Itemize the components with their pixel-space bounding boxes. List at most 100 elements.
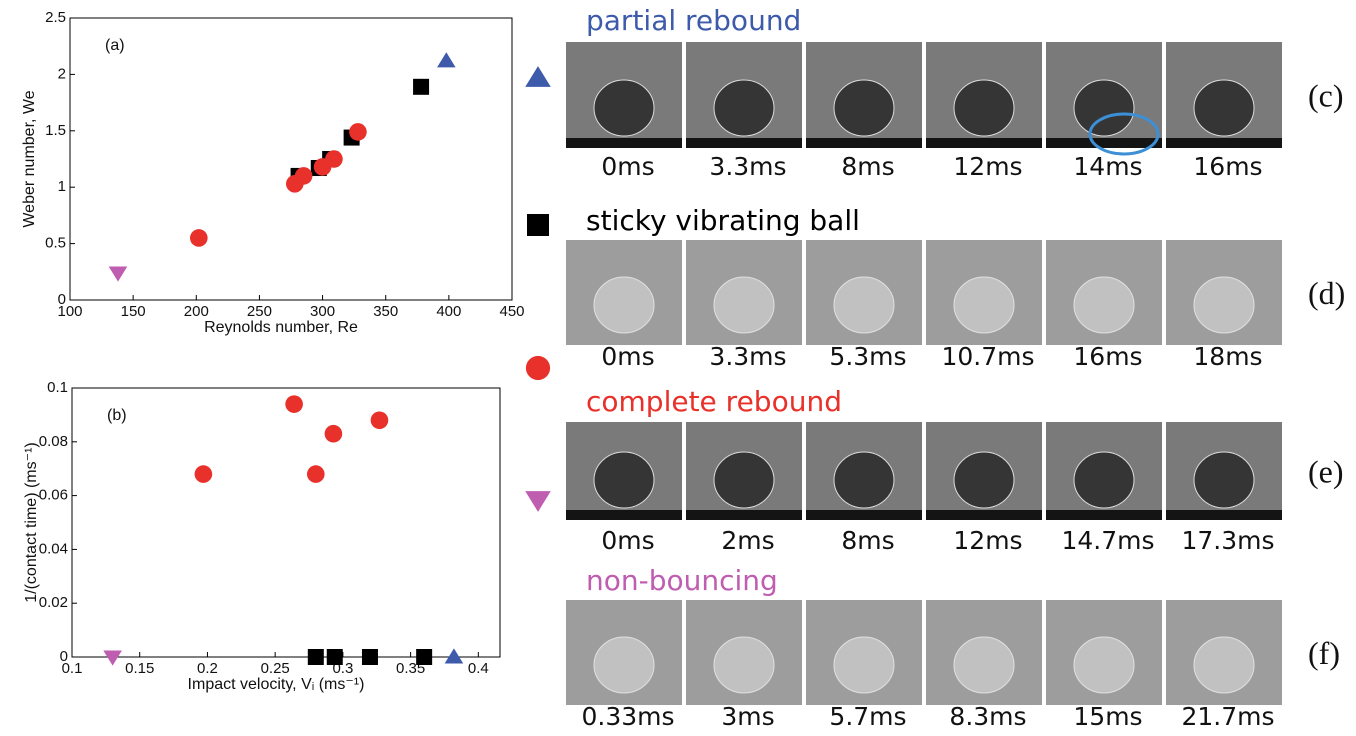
droplet xyxy=(1193,276,1255,334)
x-tick-label: 200 xyxy=(184,303,209,320)
point xyxy=(361,649,378,665)
panel-label: (b) xyxy=(107,407,127,424)
droplet xyxy=(1073,79,1135,137)
image-floor xyxy=(926,138,1042,148)
droplet xyxy=(953,276,1015,334)
x-tick-label: 0.25 xyxy=(261,660,290,677)
row-title: non-bouncing xyxy=(586,564,778,597)
time-label: 8.3ms xyxy=(949,702,1026,731)
image-floor xyxy=(1166,138,1282,148)
point xyxy=(416,649,433,665)
image-floor xyxy=(806,138,922,148)
x-tick-label: 0.4 xyxy=(468,660,489,677)
y-axis-label: 1/(contact time) (ms⁻¹) xyxy=(23,442,40,602)
y-tick-label: 0 xyxy=(58,291,66,308)
droplet xyxy=(833,451,895,509)
droplet xyxy=(713,636,775,694)
time-label: 8ms xyxy=(841,526,894,555)
x-tick-label: 250 xyxy=(247,303,272,320)
panel-letter: (c) xyxy=(1308,77,1344,113)
y-tick-label: 1.5 xyxy=(45,122,66,139)
plot-frame xyxy=(71,387,501,658)
droplet xyxy=(953,79,1015,137)
point xyxy=(413,78,430,95)
panel-label: (a) xyxy=(105,37,125,54)
x-tick-label: 0.2 xyxy=(197,660,218,677)
image-floor xyxy=(926,510,1042,520)
highlight-circle xyxy=(1088,112,1160,156)
droplet xyxy=(833,276,895,334)
x-tick-label: 150 xyxy=(121,303,146,320)
droplet xyxy=(713,451,775,509)
time-label: 12ms xyxy=(953,152,1022,181)
droplet xyxy=(713,276,775,334)
point xyxy=(103,650,122,666)
image-floor xyxy=(1166,510,1282,520)
x-tick-label: 0.1 xyxy=(62,660,83,677)
time-label: 0ms xyxy=(601,342,654,371)
droplet xyxy=(593,451,655,509)
plot-frame xyxy=(69,17,513,301)
y-tick-label: 0.04 xyxy=(39,540,68,557)
time-label: 21.7ms xyxy=(1181,702,1274,731)
row-title: complete rebound xyxy=(586,385,842,418)
y-tick-label: 0.08 xyxy=(39,433,68,450)
time-label: 17.3ms xyxy=(1181,526,1274,555)
point xyxy=(108,266,128,282)
droplet xyxy=(593,79,655,137)
image-floor xyxy=(686,138,802,148)
time-label: 14.7ms xyxy=(1061,526,1154,555)
droplet xyxy=(953,451,1015,509)
image-floor xyxy=(806,510,922,520)
panel-letter: (f) xyxy=(1308,635,1340,671)
x-axis-label: Impact velocity, Vᵢ (ms⁻¹) xyxy=(188,676,365,693)
droplet xyxy=(1193,79,1255,137)
time-label: 14ms xyxy=(1073,152,1142,181)
row-title: partial rebound xyxy=(586,4,801,37)
x-tick-label: 450 xyxy=(499,303,524,320)
y-tick-label: 1 xyxy=(58,178,66,195)
x-tick-label: 0.15 xyxy=(125,660,154,677)
x-tick-label: 100 xyxy=(57,303,82,320)
time-label: 8ms xyxy=(841,152,894,181)
time-label: 3ms xyxy=(721,702,774,731)
point xyxy=(326,649,343,665)
point xyxy=(306,465,325,483)
time-label: 10.7ms xyxy=(941,342,1034,371)
time-label: 2ms xyxy=(721,526,774,555)
y-tick-label: 0 xyxy=(60,648,68,665)
row-title: sticky vibrating ball xyxy=(586,204,860,237)
x-axis-label: Reynolds number, Re xyxy=(204,319,358,336)
image-floor xyxy=(566,510,682,520)
droplet xyxy=(1193,636,1255,694)
droplet xyxy=(1073,451,1135,509)
droplet xyxy=(713,79,775,137)
time-label: 0ms xyxy=(601,152,654,181)
point xyxy=(444,648,464,664)
time-label: 5.3ms xyxy=(829,342,906,371)
y-tick-label: 2.5 xyxy=(45,9,66,26)
point xyxy=(294,167,313,185)
time-label: 3.3ms xyxy=(709,342,786,371)
time-label: 0ms xyxy=(601,526,654,555)
droplet xyxy=(1073,636,1135,694)
y-tick-label: 0.06 xyxy=(39,487,68,504)
legend-marker xyxy=(525,491,551,512)
point xyxy=(194,465,213,483)
image-floor xyxy=(566,138,682,148)
droplet xyxy=(593,276,655,334)
point xyxy=(190,229,208,247)
droplet xyxy=(1193,451,1255,509)
droplet xyxy=(833,79,895,137)
y-tick-label: 2 xyxy=(58,65,66,82)
point xyxy=(324,424,343,443)
time-label: 16ms xyxy=(1073,342,1142,371)
time-label: 5.7ms xyxy=(829,702,906,731)
image-floor xyxy=(1046,510,1162,520)
x-tick-label: 400 xyxy=(436,303,461,320)
time-label: 0.33ms xyxy=(581,702,674,731)
time-label: 15ms xyxy=(1073,702,1142,731)
point xyxy=(285,395,303,413)
time-label: 12ms xyxy=(953,526,1022,555)
